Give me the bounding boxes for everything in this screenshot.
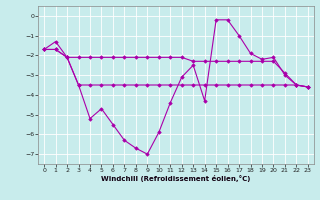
- X-axis label: Windchill (Refroidissement éolien,°C): Windchill (Refroidissement éolien,°C): [101, 175, 251, 182]
